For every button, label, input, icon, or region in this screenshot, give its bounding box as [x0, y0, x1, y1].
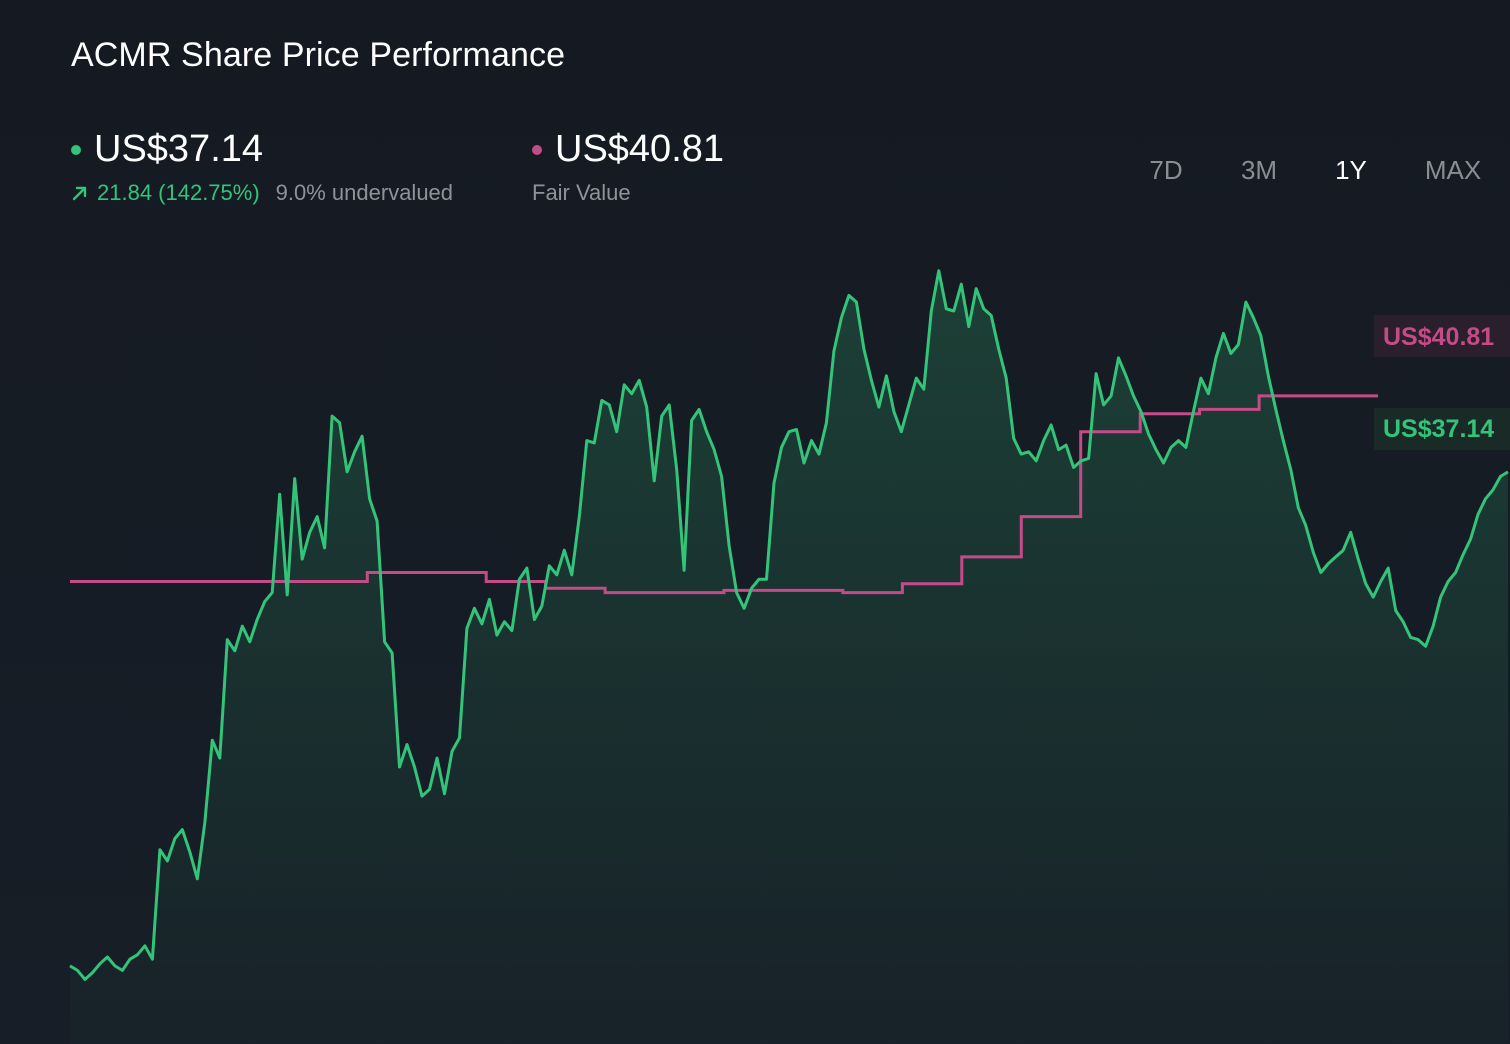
fair-value-price: US$40.81 — [555, 128, 725, 170]
range-3m-button[interactable]: 3M — [1240, 155, 1278, 185]
fair-value-block: US$40.81 Fair Value — [532, 128, 724, 206]
fair-value-legend-dot — [532, 144, 542, 155]
fair-value-end-tag: US$40.81 — [1374, 315, 1510, 357]
share-price-end-tag: US$37.14 — [1374, 408, 1510, 450]
current-price-block: US$37.14 21.84 (142.75%) 9.0% undervalue… — [71, 128, 453, 206]
fair-value-label: Fair Value — [532, 180, 631, 205]
trend-up-arrow-icon — [72, 186, 87, 201]
chart-title: ACMR Share Price Performance — [71, 36, 566, 74]
price-change: 21.84 (142.75%) — [97, 180, 260, 205]
fair-value-tag-background — [1374, 315, 1510, 357]
share-price-line — [69, 269, 1509, 981]
valuation-status: 9.0% undervalued — [275, 180, 454, 205]
time-range-selector: 7D 3M 1Y MAX — [1110, 155, 1510, 191]
share-price-tag-background — [1374, 408, 1510, 450]
current-price: US$37.14 — [94, 128, 264, 170]
share-price-end-label: US$37.14 — [1383, 415, 1494, 443]
range-1y-button[interactable]: 1Y — [1335, 155, 1367, 185]
share-price-legend-dot — [71, 144, 81, 155]
range-max-button[interactable]: MAX — [1424, 155, 1482, 185]
range-7d-button[interactable]: 7D — [1149, 155, 1183, 185]
share-price-area — [70, 270, 1508, 1044]
fair-value-line — [70, 394, 1378, 595]
fair-value-end-label: US$40.81 — [1383, 323, 1494, 351]
